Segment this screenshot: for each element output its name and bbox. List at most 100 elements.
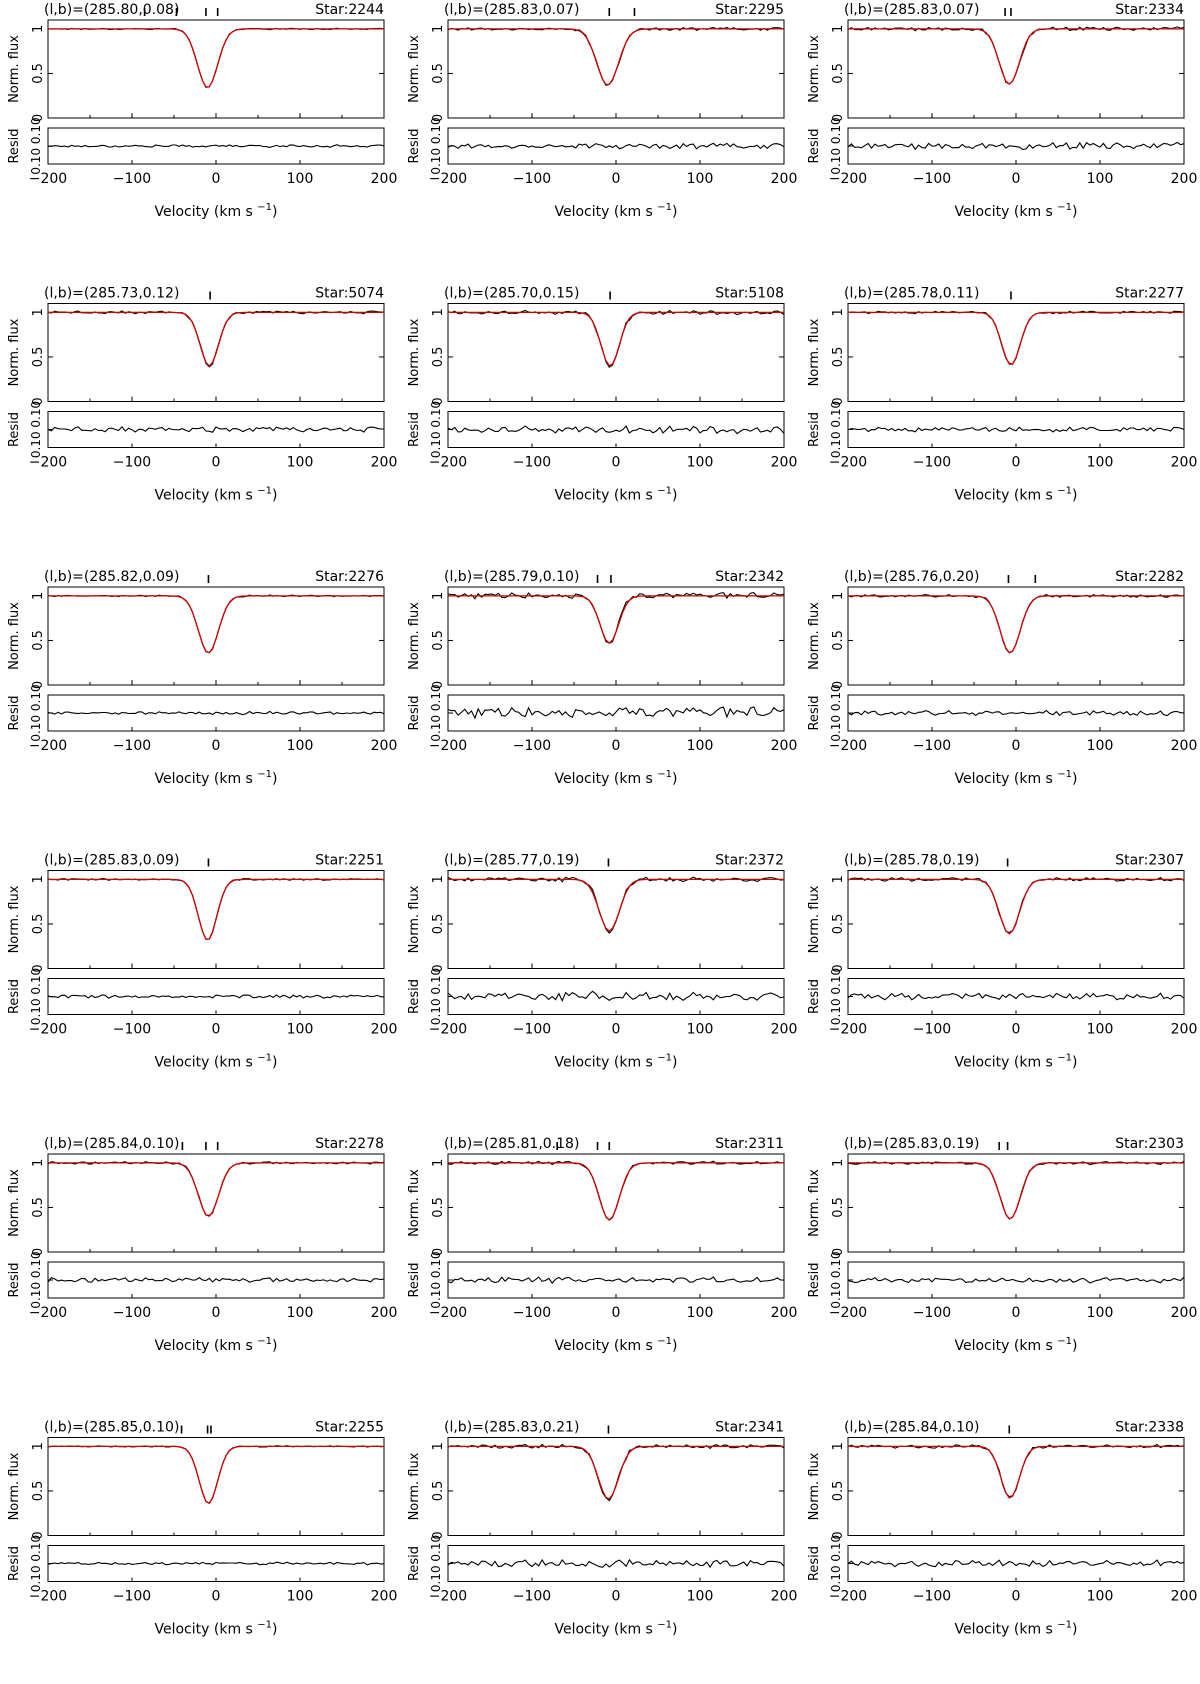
x-tick-label: 200 [371, 738, 398, 754]
x-tick-label: −200 [429, 738, 467, 754]
flux-tick-label: 0 [31, 964, 46, 972]
flux-tick-label: 1 [831, 25, 846, 33]
x-tick-label: 200 [371, 1589, 398, 1605]
x-axis-label: Velocity (km s −1) [555, 769, 678, 787]
x-tick-label: −100 [113, 1305, 151, 1321]
resid-axis-label: Resid [407, 128, 422, 163]
spectrum-panel: (l,b)=(285.83,0.07) Star:2334 1 0.5 0 Norm. f… [807, 2, 1197, 220]
flux-axis-label: Norm. flux [807, 35, 822, 103]
resid-tick-label: 0.10 0.10 [829, 401, 843, 458]
resid-axis-label: Resid [7, 128, 22, 163]
flux-axis-label: Norm. flux [7, 1452, 22, 1520]
residual-line [447, 1558, 785, 1569]
observed-spectrum-line [47, 594, 385, 654]
x-tick-label: −100 [913, 1305, 951, 1321]
resid-frame [447, 978, 785, 1015]
x-tick-label: −200 [429, 1305, 467, 1321]
flux-axis-label: Norm. flux [807, 885, 822, 953]
resid-frame [47, 1545, 385, 1582]
x-tick-label: −200 [829, 738, 867, 754]
flux-frame [447, 303, 785, 402]
observed-spectrum-line [447, 876, 785, 935]
model-fit-line [848, 311, 1184, 365]
x-tick-label: 200 [371, 455, 398, 471]
flux-tick-label: 0 [31, 114, 46, 122]
flux-axis-label: Norm. flux [407, 885, 422, 953]
x-tick-label: 0 [612, 1589, 621, 1605]
resid-axis-label: Resid [7, 1546, 22, 1581]
flux-tick-label: 0 [831, 1531, 846, 1539]
panel-coords: (l,b)=(285.70,0.15) [444, 286, 579, 302]
spectrum-panel: (l,b)=(285.80,0.08) Star:2244 1 0.5 0 Norm. f… [7, 2, 397, 220]
flux-tick-label: 0 [831, 681, 846, 689]
flux-tick-label: 0 [831, 114, 846, 122]
x-tick-label: 200 [1171, 455, 1198, 471]
panel-star: Star:2255 [315, 1420, 384, 1436]
x-tick-label: −200 [29, 171, 67, 187]
resid-tick-label: 0.10 0.10 [829, 968, 843, 1025]
flux-tick-label: 0 [831, 1248, 846, 1256]
x-tick-label: 200 [1171, 1305, 1198, 1321]
flux-axis-label: Norm. flux [407, 1452, 422, 1520]
x-axis-label: Velocity (km s −1) [955, 1336, 1078, 1354]
spectrum-panel: (l,b)=(285.85,0.10) Star:2255 1 0.5 0 Norm. f… [7, 1420, 397, 1638]
flux-tick-label: 0.5 [31, 914, 46, 935]
panel-star: Star:2251 [315, 853, 384, 869]
resid-axis-label: Resid [7, 1262, 22, 1297]
x-tick-label: −100 [913, 738, 951, 754]
x-axis-label: Velocity (km s −1) [955, 486, 1078, 504]
spectrum-panel: (l,b)=(285.79,0.10) Star:2342 1 0.5 0 Norm. f… [407, 569, 797, 787]
panel-star: Star:2341 [715, 1420, 784, 1436]
x-tick-label: 100 [687, 455, 714, 471]
resid-tick-label: 0.10 0.10 [829, 684, 843, 741]
observed-spectrum-line [447, 592, 785, 644]
panel-coords: (l,b)=(285.84,0.10) [44, 1136, 179, 1152]
x-tick-label: −100 [913, 455, 951, 471]
x-tick-label: 0 [212, 455, 221, 471]
model-fit-line [48, 311, 384, 367]
resid-tick-label: 0.10 0.10 [429, 117, 443, 174]
resid-tick-label: 0.10 0.10 [29, 117, 43, 174]
flux-axis-label: Norm. flux [807, 318, 822, 386]
flux-axis-label: Norm. flux [407, 1169, 422, 1237]
panel-star: Star:2338 [1115, 1420, 1184, 1436]
flux-tick-label: 0 [831, 397, 846, 405]
flux-tick-label: 0.5 [31, 1481, 46, 1502]
model-fit-line [48, 1162, 384, 1218]
flux-tick-label: 1 [431, 875, 446, 883]
resid-tick-label: 0.10 0.10 [29, 1251, 43, 1308]
flux-tick-label: 1 [31, 875, 46, 883]
flux-axis-label: Norm. flux [7, 1169, 22, 1237]
flux-frame [447, 586, 785, 686]
x-tick-label: 100 [287, 738, 314, 754]
x-axis-label: Velocity (km s −1) [155, 1053, 278, 1071]
resid-axis-label: Resid [407, 979, 422, 1014]
x-tick-label: 200 [771, 455, 798, 471]
spectrum-panel: (l,b)=(285.83,0.09) Star:2251 1 0.5 0 Norm. f… [7, 853, 397, 1071]
flux-tick-label: 1 [431, 25, 446, 33]
flux-frame [447, 1153, 785, 1253]
x-tick-label: 100 [1087, 1589, 1114, 1605]
x-axis-label: Velocity (km s −1) [555, 1336, 678, 1354]
x-tick-label: 0 [1012, 455, 1021, 471]
x-axis-label: Velocity (km s −1) [155, 1336, 278, 1354]
spectrum-panel: (l,b)=(285.83,0.07) Star:2295 1 0.5 0 Norm. f… [407, 2, 797, 220]
resid-tick-label: 0.10 0.10 [429, 684, 443, 741]
x-tick-label: 100 [1087, 455, 1114, 471]
resid-axis-label: Resid [807, 695, 822, 730]
residual-line [47, 1561, 385, 1566]
resid-tick-label: 0.10 0.10 [829, 1251, 843, 1308]
resid-axis-label: Resid [7, 695, 22, 730]
x-axis-label: Velocity (km s −1) [155, 1620, 278, 1638]
x-tick-label: 0 [1012, 1022, 1021, 1038]
flux-axis-label: Norm. flux [807, 1169, 822, 1237]
x-tick-label: 100 [687, 171, 714, 187]
x-tick-label: −200 [29, 455, 67, 471]
panel-coords: (l,b)=(285.83,0.07) [844, 2, 979, 18]
x-tick-label: −100 [513, 455, 551, 471]
panel-coords: (l,b)=(285.84,0.10) [844, 1420, 979, 1436]
residual-line [847, 426, 1185, 433]
x-tick-label: −100 [113, 455, 151, 471]
x-tick-label: −200 [829, 1022, 867, 1038]
observed-spectrum-line [47, 27, 385, 89]
